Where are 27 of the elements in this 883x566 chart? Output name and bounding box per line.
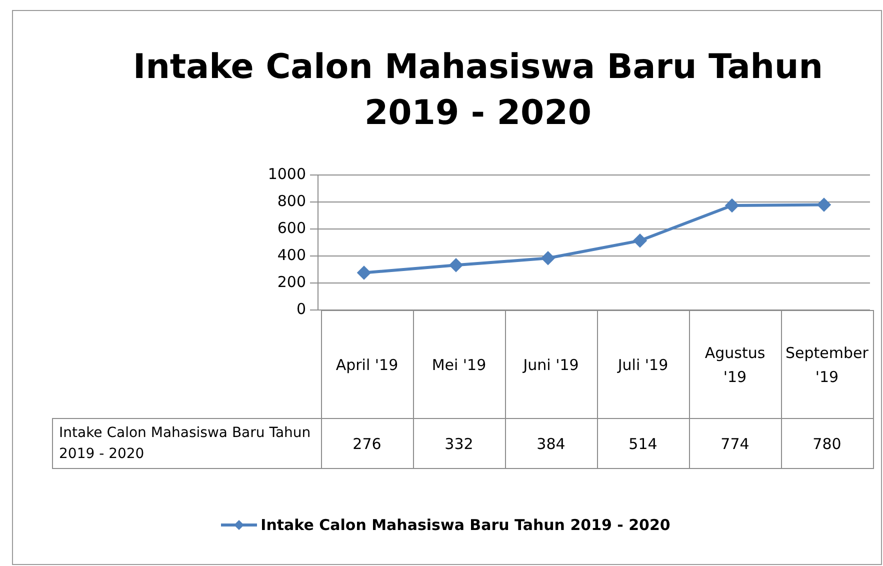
point [818,198,830,212]
y-tick-label: 200 [277,272,306,291]
point [634,234,646,248]
y-tick-label: 1000 [268,164,306,183]
y-tick-label: 0 [296,300,306,318]
x-tick-label: April '19 [321,310,413,418]
data-label: 384 [505,418,597,468]
y-tick-label: 800 [277,192,306,210]
x-tick-label: Mei '19 [413,310,505,418]
x-tick-label: Juni '19 [505,310,597,418]
point [450,258,462,272]
data-label: 332 [413,418,505,468]
data-label: 276 [321,418,413,468]
text: Intake Calon Mahasiswa Baru Tahun 2019 - 2020 [59,424,311,462]
data-label: 780 [781,418,873,468]
point [542,252,554,265]
point [726,199,738,212]
legend-label: Intake Calon Mahasiswa Baru Tahun 2019 - 2020 [260,516,670,534]
data-label: 774 [689,418,781,468]
chart-title: Intake Calon Mahasiswa Baru Tahun 2019 - 2020 [132,46,824,135]
point [358,266,370,280]
x-tick-label: Juli '19 [597,310,689,418]
data-label: 514 [597,418,689,468]
y-tick-label: 600 [277,218,306,237]
x-tick-label: September '19 [781,310,873,418]
x-tick-label: Agustus '19 [689,310,781,418]
y-tick-label: 400 [277,246,306,264]
